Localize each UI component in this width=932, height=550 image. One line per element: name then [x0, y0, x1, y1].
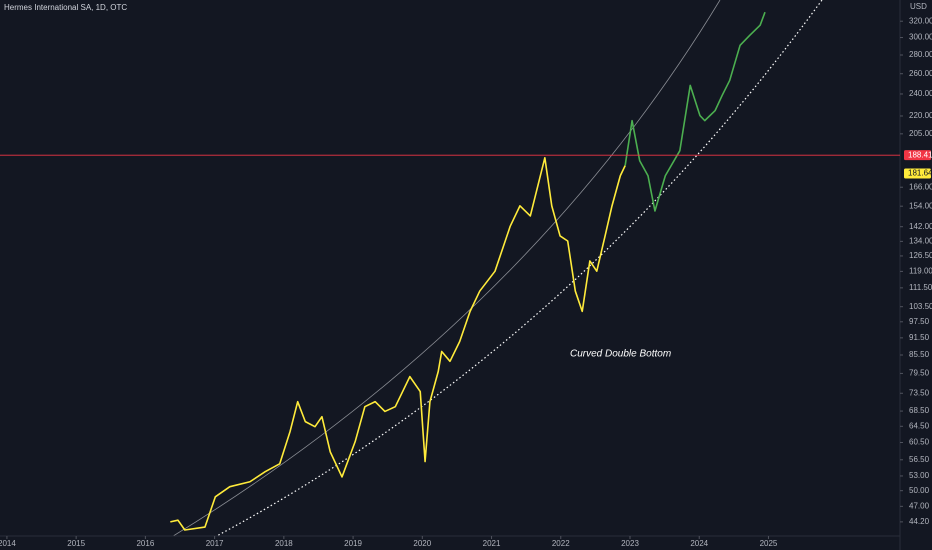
x-tick-label: 2024	[690, 539, 708, 548]
x-tick-label: 2014	[0, 539, 16, 548]
y-tick-label: 91.50	[909, 333, 930, 342]
y-tick-label: 126.50	[909, 251, 932, 260]
x-tick-label: 2025	[760, 539, 778, 548]
y-tick-label: 50.00	[909, 486, 930, 495]
y-tick-label: 205.00	[909, 129, 932, 138]
price-tag	[904, 168, 931, 179]
y-tick-label: 53.00	[909, 471, 930, 480]
x-tick-label: 2015	[67, 539, 85, 548]
price-tag-label: 181.64	[908, 169, 932, 178]
x-tick-label: 2020	[413, 539, 431, 548]
y-tick-label: 320.00	[909, 16, 932, 25]
chart-title: Hermes International SA, 1D, OTC	[4, 3, 127, 12]
y-tick-label: 220.00	[909, 111, 932, 120]
x-tick-label: 2017	[206, 539, 224, 548]
drawings	[172, 0, 823, 536]
price-tag-label: 188.41	[908, 150, 932, 159]
y-tick-label: 166.00	[909, 182, 932, 191]
y-tick-label: 260.00	[909, 69, 932, 78]
x-tick-label: 2018	[275, 539, 293, 548]
y-tick-label: 111.50	[909, 283, 932, 292]
y-tick-label: 280.00	[909, 50, 932, 59]
y-tick-label: 47.00	[909, 501, 930, 510]
x-tick-label: 2019	[344, 539, 362, 548]
x-tick-label: 2023	[621, 539, 639, 548]
y-tick-label: 119.00	[909, 267, 932, 276]
y-tick-label: 44.20	[909, 517, 930, 526]
plot	[170, 11, 766, 531]
y-tick-label: 300.00	[909, 33, 932, 42]
y-tick-label: 79.50	[909, 369, 930, 378]
x-tick-label: 2022	[552, 539, 570, 548]
price-line	[170, 156, 626, 531]
y-tick-label: 64.50	[909, 421, 930, 430]
upper-curve	[172, 0, 721, 536]
y-tick-label: 97.50	[909, 317, 930, 326]
y-tick-label: 56.50	[909, 455, 930, 464]
y-tick-label: 142.00	[909, 222, 932, 231]
y-tick-label: 85.50	[909, 350, 930, 359]
annotation: Curved Double Bottom	[570, 349, 671, 360]
y-tick-label: 68.50	[909, 406, 930, 415]
price-tag	[904, 150, 931, 161]
y-tick-label: 240.00	[909, 89, 932, 98]
y-tick-label: 134.00	[909, 236, 932, 245]
y-tick-label: 154.00	[909, 201, 932, 210]
y-tick-label: 73.50	[909, 388, 930, 397]
x-tick-label: 2016	[136, 539, 154, 548]
price-line	[624, 11, 766, 212]
y-unit: USD	[910, 2, 927, 11]
y-tick-label: 103.50	[909, 302, 932, 311]
y-tick-label: 60.50	[909, 438, 930, 447]
x-tick-label: 2021	[483, 539, 501, 548]
